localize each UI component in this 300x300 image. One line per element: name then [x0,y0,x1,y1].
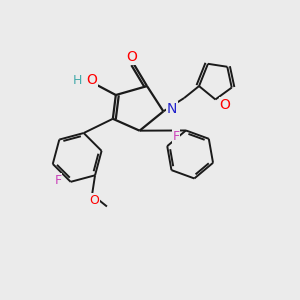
Text: H: H [72,74,82,87]
Text: F: F [172,130,180,143]
Text: N: N [167,102,177,116]
Text: O: O [220,98,230,112]
Text: F: F [55,174,62,187]
Text: O: O [126,50,137,64]
Text: O: O [89,194,99,207]
Text: O: O [87,73,98,87]
